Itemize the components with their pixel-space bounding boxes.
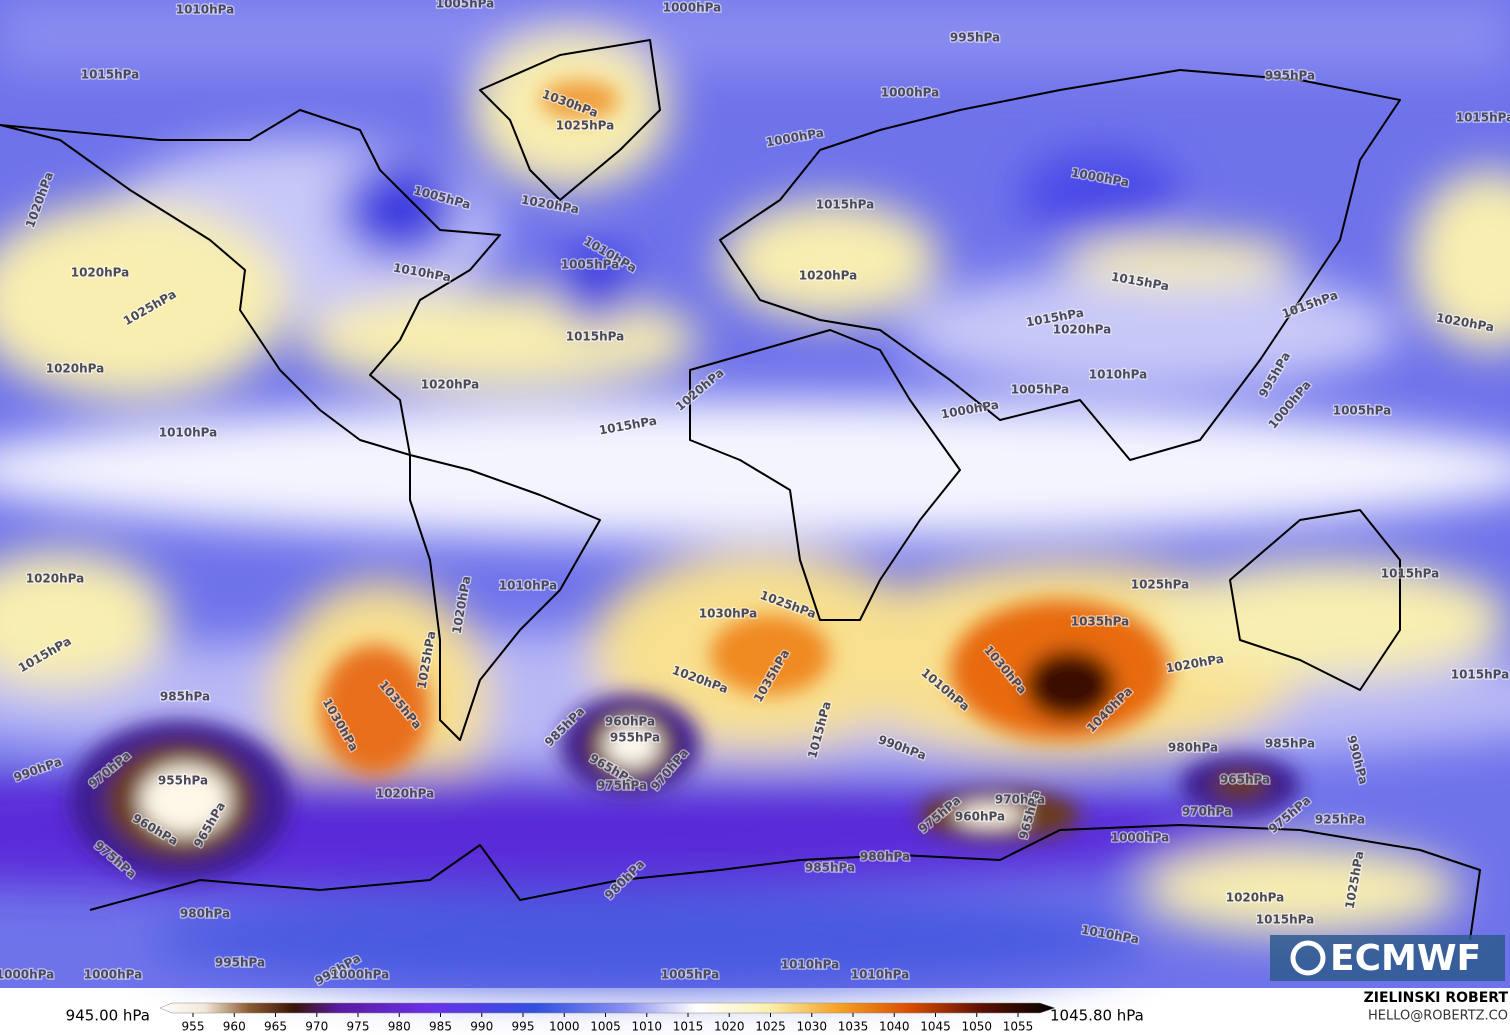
contour-label: 1020hPa bbox=[46, 362, 105, 376]
contour-label: 1000hPa bbox=[0, 968, 54, 982]
colorbar-tick-label: 1040 bbox=[879, 1020, 910, 1034]
colorbar-tick-label: 985 bbox=[429, 1020, 452, 1034]
credit-email: HELLO@ROBERTZ.CO bbox=[1368, 1009, 1508, 1024]
colorbar: 945.00 hPa 1045.80 hPa 955 960 965 970 975 98… bbox=[66, 1002, 1144, 1034]
colorbar-tick-label: 965 bbox=[264, 1020, 287, 1034]
contour-label: 1015hPa bbox=[1456, 111, 1510, 125]
contour-label: 980hPa bbox=[180, 907, 230, 921]
contour-label: 1020hPa bbox=[71, 266, 130, 280]
contour-label: 1015hPa bbox=[1451, 668, 1510, 682]
contour-label: 970hPa bbox=[1182, 805, 1232, 819]
logo: ECMWF bbox=[1270, 935, 1505, 981]
colorbar-tick-label: 970 bbox=[305, 1020, 328, 1034]
contour-label: 1015hPa bbox=[816, 198, 875, 212]
contour-label: 1010hPa bbox=[1089, 368, 1148, 382]
colorbar-tick-label: 990 bbox=[470, 1020, 493, 1034]
contour-label: 1035hPa bbox=[1071, 615, 1130, 629]
contour-label: 960hPa bbox=[605, 715, 655, 729]
colorbar-ticks: 955 960 965 970 975 980 985 990 995 1000 1005 1010 1… bbox=[182, 1013, 1034, 1034]
contour-label: 1020hPa bbox=[26, 572, 85, 586]
contour-label: 1020hPa bbox=[421, 378, 480, 392]
contour-label: 995hPa bbox=[215, 956, 265, 970]
contour-label: 1005hPa bbox=[561, 258, 620, 272]
contour-label: 1025hPa bbox=[556, 119, 615, 133]
colorbar-tick-label: 1025 bbox=[755, 1020, 786, 1034]
contour-label: 980hPa bbox=[1168, 741, 1218, 755]
credit-name: ZIELINSKI ROBERT bbox=[1364, 990, 1509, 1006]
contour-label: 1010hPa bbox=[499, 579, 558, 593]
contour-label: 1005hPa bbox=[1333, 404, 1392, 418]
contour-label: 1010hPa bbox=[851, 968, 910, 982]
logo-text: ECMWF bbox=[1330, 938, 1481, 979]
contour-label: 970hPa bbox=[995, 793, 1045, 807]
colorbar-tick-label: 995 bbox=[512, 1020, 535, 1034]
colorbar-tick-label: 1030 bbox=[796, 1020, 827, 1034]
colorbar-tick-label: 960 bbox=[223, 1020, 246, 1034]
contour-label: 925hPa bbox=[1315, 813, 1365, 827]
contour-label: 985hPa bbox=[805, 861, 855, 875]
contour-label: 1005hPa bbox=[1011, 383, 1070, 397]
contour-label: 955hPa bbox=[610, 731, 660, 745]
contour-label: 980hPa bbox=[860, 850, 910, 864]
colorbar-tick-label: 1020 bbox=[714, 1020, 745, 1034]
contour-label: 1000hPa bbox=[881, 86, 940, 100]
contour-label: 1020hPa bbox=[376, 787, 435, 801]
colorbar-min: 945.00 hPa bbox=[66, 1007, 150, 1025]
colorbar-tick-label: 1010 bbox=[631, 1020, 662, 1034]
contour-label: 1030hPa bbox=[699, 607, 758, 621]
colorbar-tick-label: 1035 bbox=[838, 1020, 869, 1034]
contour-label: 1010hPa bbox=[176, 3, 235, 17]
contour-label: 985hPa bbox=[1265, 737, 1315, 751]
colorbar-tick-label: 1055 bbox=[1003, 1020, 1034, 1034]
contour-label: 960hPa bbox=[955, 810, 1005, 824]
colorbar-tick-label: 1005 bbox=[590, 1020, 621, 1034]
contour-label: 1020hPa bbox=[1053, 323, 1112, 337]
contour-label: 1020hPa bbox=[799, 269, 858, 283]
contour-label: 1000hPa bbox=[1111, 831, 1170, 845]
colorbar-tick-label: 1015 bbox=[673, 1020, 704, 1034]
colorbar-tick-label: 1000 bbox=[549, 1020, 580, 1034]
colorbar-tick-label: 1050 bbox=[961, 1020, 992, 1034]
contour-label: 1000hPa bbox=[663, 1, 722, 15]
contour-label: 995hPa bbox=[950, 31, 1000, 45]
contour-label: 1020hPa bbox=[1226, 891, 1285, 905]
contour-label: 1015hPa bbox=[1256, 913, 1315, 927]
coastlines bbox=[0, 39, 1481, 941]
contour-label: 1015hPa bbox=[81, 68, 140, 82]
contour-label: 1000hPa bbox=[331, 968, 390, 982]
colorbar-tick-label: 1045 bbox=[920, 1020, 951, 1034]
colorbar-bar bbox=[159, 1002, 1056, 1014]
contour-label: 1010hPa bbox=[781, 958, 840, 972]
contour-label: 1000hPa bbox=[84, 968, 143, 982]
contour-label: 965hPa bbox=[1220, 773, 1270, 787]
colorbar-tick-label: 975 bbox=[347, 1020, 370, 1034]
contour-label: 955hPa bbox=[158, 774, 208, 788]
colorbar-max: 1045.80 hPa bbox=[1050, 1007, 1144, 1025]
contour-label: 1025hPa bbox=[1131, 578, 1190, 592]
logo-icon bbox=[1290, 940, 1326, 976]
contour-label: 1005hPa bbox=[436, 0, 495, 11]
colorbar-tick-label: 955 bbox=[182, 1020, 205, 1034]
contour-label: 1015hPa bbox=[1381, 567, 1440, 581]
pressure-field bbox=[0, 0, 1510, 990]
contour-label: 1010hPa bbox=[159, 426, 218, 440]
contour-label: 995hPa bbox=[1265, 69, 1315, 83]
contour-label: 1015hPa bbox=[566, 330, 625, 344]
contour-label: 1005hPa bbox=[661, 968, 720, 982]
colorbar-tick-label: 980 bbox=[388, 1020, 411, 1034]
contour-label: 975hPa bbox=[597, 779, 647, 793]
contour-label: 985hPa bbox=[160, 690, 210, 704]
